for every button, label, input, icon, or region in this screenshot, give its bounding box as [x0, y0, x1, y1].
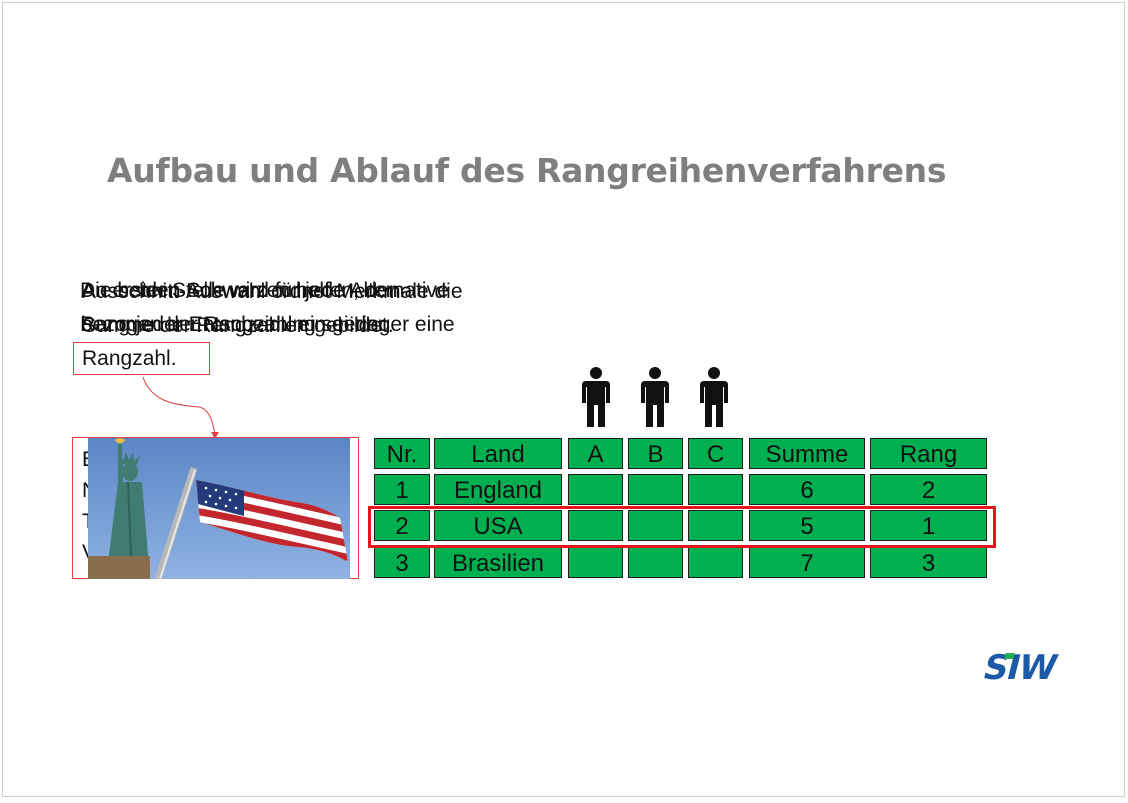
row-2-c	[688, 510, 743, 541]
row-2-summe: 5	[749, 510, 865, 541]
text-line: Summe der Rangzahlen gebildet.	[82, 314, 394, 337]
row-1-nr: 1	[374, 474, 430, 505]
person-b-icon	[641, 367, 669, 427]
row-2-b	[628, 510, 683, 541]
text-line: Die beiden Schwarzen helfen, den	[80, 279, 400, 302]
text-line: Rang jeder Entscheidung sei der	[80, 313, 385, 336]
row-3-nr: 3	[374, 547, 430, 578]
header-land: Land	[434, 438, 562, 469]
slide-title: Aufbau und Ablauf des Rangreihenverfahre…	[107, 151, 947, 190]
siw-logo: SIW	[979, 648, 1060, 684]
usa-row-highlight	[368, 506, 996, 548]
person-c-icon	[700, 367, 728, 427]
text-layer-2: An erster Stelle wird für jede Alternati…	[81, 274, 621, 342]
row-3-summe: 7	[749, 547, 865, 578]
text-layer-3: Ausschnitt-Auswahl ordnet Merkmale die S…	[82, 275, 622, 343]
row-3-a	[568, 547, 623, 578]
callout-arrow	[142, 376, 219, 439]
header-rang: Rang	[870, 438, 987, 469]
row-2-a	[568, 510, 623, 541]
header-summe: Summe	[749, 438, 865, 469]
row-1-a	[568, 474, 623, 505]
row-1-rang: 2	[870, 474, 987, 505]
row-2-nr: 2	[374, 510, 430, 541]
callout-text: Rangzahl.	[82, 347, 177, 370]
logo-text: SIW	[979, 648, 1060, 684]
header-c: C	[688, 438, 743, 469]
row-1-summe: 6	[749, 474, 865, 505]
header-nr: Nr.	[374, 438, 430, 469]
person-a-icon	[582, 367, 610, 427]
callout-box	[73, 342, 210, 375]
row-2-rang: 1	[870, 510, 987, 541]
row-3-land: Brasilien	[434, 547, 562, 578]
row-2-land: USA	[434, 510, 562, 541]
usa-photo	[88, 438, 350, 579]
header-a: A	[568, 438, 623, 469]
text-line: bezogen der Rangzahl ein geringer eine	[81, 313, 455, 336]
header-b: B	[628, 438, 683, 469]
text-line: Ausschnitt-Auswahl ordnet Merkmale die	[82, 280, 463, 303]
text-line: An erster Stelle wird für jede Alternati…	[81, 279, 449, 302]
row-3-rang: 3	[870, 547, 987, 578]
row-1-b	[628, 474, 683, 505]
row-1-land: England	[434, 474, 562, 505]
text-layer-1: Die beiden Schwarzen helfen, den Rang je…	[80, 274, 620, 342]
row-3-b	[628, 547, 683, 578]
row-1-c	[688, 474, 743, 505]
row-3-c	[688, 547, 743, 578]
